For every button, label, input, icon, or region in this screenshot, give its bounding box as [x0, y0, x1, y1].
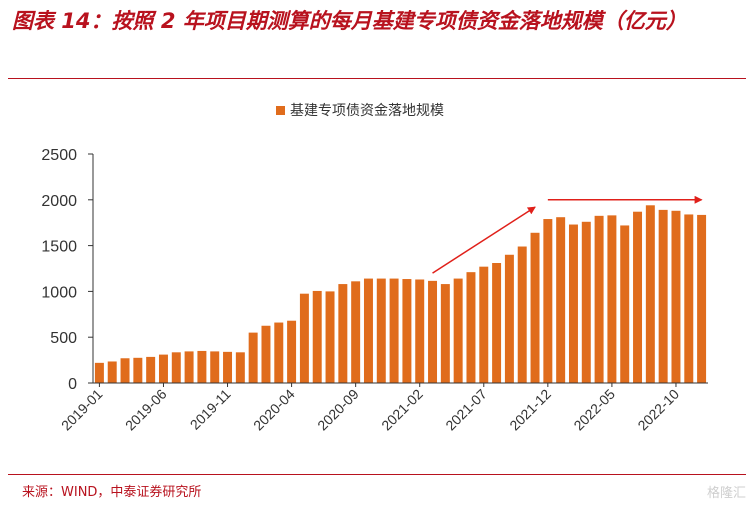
x-tick-label: 2020-04 — [250, 386, 298, 434]
bar-2021-08 — [492, 263, 502, 383]
bar-2020-01 — [248, 332, 258, 383]
source-note: 来源：WIND，中泰证券研究所 — [22, 485, 202, 500]
bar-2021-01 — [402, 279, 412, 383]
bar-2022-09 — [658, 209, 668, 383]
bar-2020-11 — [376, 278, 386, 383]
bar-2022-12 — [697, 214, 707, 383]
bar-2020-03 — [274, 322, 284, 383]
bar-2022-02 — [568, 224, 578, 383]
bars — [94, 205, 707, 383]
y-axis: 0 500 1000 1500 2000 2500 — [41, 147, 94, 393]
bar-2020-05 — [299, 293, 309, 383]
watermark: 格隆汇 — [706, 486, 746, 501]
bar-2019-12 — [235, 352, 245, 383]
bar-2021-05 — [453, 278, 463, 383]
bar-2019-03 — [120, 358, 130, 383]
y-tick-label: 2500 — [41, 147, 77, 164]
bar-2020-07 — [325, 291, 335, 383]
bar-2022-08 — [645, 205, 655, 383]
bar-2022-06 — [620, 225, 630, 383]
bar-2022-07 — [633, 211, 643, 383]
bar-2021-12 — [543, 219, 553, 383]
x-tick-label: 2022-05 — [570, 386, 618, 434]
bar-2022-10 — [671, 210, 681, 383]
bar-chart: 基建专项债资金落地规模 0 500 1000 1500 2000 2500 2019-01… — [41, 102, 708, 434]
bar-2020-04 — [287, 320, 297, 383]
bar-2021-03 — [428, 280, 438, 383]
y-tick-label: 500 — [50, 330, 77, 347]
bar-2020-12 — [389, 278, 399, 383]
x-axis: 2019-01 2019-06 2019-11 2020-04 2020-09 2021-… — [58, 382, 708, 434]
bar-2021-04 — [440, 284, 450, 383]
bar-2019-08 — [184, 351, 194, 383]
chart-legend: 基建专项债资金落地规模 — [276, 102, 444, 119]
bar-2020-06 — [312, 290, 322, 383]
bar-2021-07 — [479, 266, 489, 383]
y-tick-label: 0 — [68, 376, 77, 393]
bar-2020-08 — [338, 284, 348, 383]
bar-2019-04 — [133, 357, 143, 383]
bar-2020-10 — [363, 278, 373, 383]
x-tick-label: 2022-10 — [634, 386, 682, 434]
trend-arrow-1 — [432, 206, 536, 274]
legend-swatch — [276, 106, 285, 115]
bar-2021-02 — [415, 279, 425, 383]
title-divider — [8, 78, 746, 79]
bar-2020-02 — [261, 325, 271, 383]
bar-2022-04 — [594, 215, 604, 383]
bar-2022-01 — [556, 217, 566, 383]
y-tick-label: 1000 — [41, 284, 77, 301]
bar-2021-06 — [466, 272, 476, 383]
bar-2022-03 — [581, 221, 591, 383]
bar-2019-06 — [158, 354, 168, 383]
x-tick-label: 2019-06 — [122, 386, 170, 434]
bar-2021-11 — [530, 232, 540, 383]
bar-2022-11 — [684, 214, 694, 383]
bar-2019-10 — [210, 351, 220, 383]
bar-2022-05 — [607, 215, 617, 383]
footer-divider — [8, 474, 746, 475]
x-tick-label: 2021-07 — [442, 386, 490, 434]
bar-2019-02 — [107, 361, 117, 383]
legend-label: 基建专项债资金落地规模 — [290, 102, 444, 119]
x-tick-label: 2021-12 — [506, 386, 554, 434]
y-tick-label: 2000 — [41, 193, 77, 210]
bar-2021-09 — [504, 254, 514, 383]
x-tick-label: 2019-11 — [187, 386, 234, 433]
bar-2020-09 — [351, 281, 361, 383]
bar-2019-05 — [146, 356, 156, 383]
bar-2021-10 — [517, 246, 527, 383]
bar-2019-07 — [171, 352, 181, 383]
x-tick-label: 2021-02 — [378, 386, 426, 434]
bar-2019-01 — [94, 362, 104, 383]
figure-title: 图表 14：按照 2 年项目期测算的每月基建专项债资金落地规模（亿元） — [12, 9, 687, 33]
y-tick-label: 1500 — [41, 239, 77, 256]
bar-2019-09 — [197, 350, 207, 383]
bar-2019-11 — [223, 351, 233, 383]
trend-arrows — [432, 195, 703, 274]
x-tick-label: 2019-01 — [58, 386, 106, 434]
x-tick-label: 2020-09 — [314, 386, 362, 434]
